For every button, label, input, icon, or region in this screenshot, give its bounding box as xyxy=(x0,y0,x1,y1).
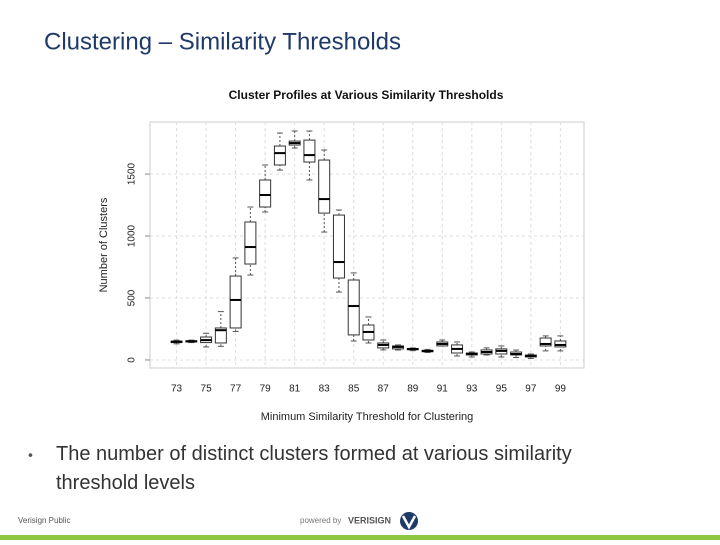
logo-check xyxy=(401,515,417,530)
chart-title: Cluster Profiles at Various Similarity T… xyxy=(229,88,504,102)
y-tick-label: 1500 xyxy=(127,162,138,185)
x-tick-label: 99 xyxy=(555,384,567,395)
footer-bar xyxy=(0,535,720,540)
y-tick-label: 1000 xyxy=(127,224,138,247)
x-tick-label: 79 xyxy=(260,384,272,395)
x-tick-label: 93 xyxy=(466,384,478,395)
box xyxy=(259,179,272,208)
x-tick-label: 73 xyxy=(171,384,183,395)
x-tick-label: 83 xyxy=(319,384,331,395)
x-tick-label: 81 xyxy=(289,384,301,395)
x-tick-label: 77 xyxy=(230,384,242,395)
box xyxy=(318,159,331,214)
x-axis-label: Minimum Similarity Threshold for Cluster… xyxy=(261,411,474,423)
x-tick-label: 95 xyxy=(496,384,508,395)
y-tick-label: 0 xyxy=(127,357,138,363)
bullet-box: The number of distinct clusters formed a… xyxy=(56,443,572,494)
box xyxy=(303,139,316,163)
footer-brand: VERISIGN xyxy=(348,515,391,525)
slide-title: Clustering – Similarity Thresholds xyxy=(44,28,401,55)
box xyxy=(332,214,345,279)
footer-powered: powered by xyxy=(300,516,341,525)
bullet-dot: • xyxy=(28,447,33,463)
footer-left: Verisign Public xyxy=(18,516,70,525)
x-tick-label: 97 xyxy=(525,384,537,395)
box xyxy=(539,337,552,347)
x-tick-label: 91 xyxy=(437,384,449,395)
bullet-text: The number of distinct clusters formed a… xyxy=(56,443,572,494)
y-axis-label: Number of Clusters xyxy=(98,197,110,292)
x-tick-label: 87 xyxy=(378,384,390,395)
x-tick-label: 75 xyxy=(201,384,213,395)
box xyxy=(244,221,257,265)
y-tick-label: 500 xyxy=(127,289,138,306)
x-tick-label: 89 xyxy=(407,384,419,395)
box xyxy=(214,327,227,344)
x-tick-label: 85 xyxy=(348,384,360,395)
box xyxy=(273,145,286,166)
box xyxy=(347,279,360,336)
box xyxy=(229,275,242,329)
